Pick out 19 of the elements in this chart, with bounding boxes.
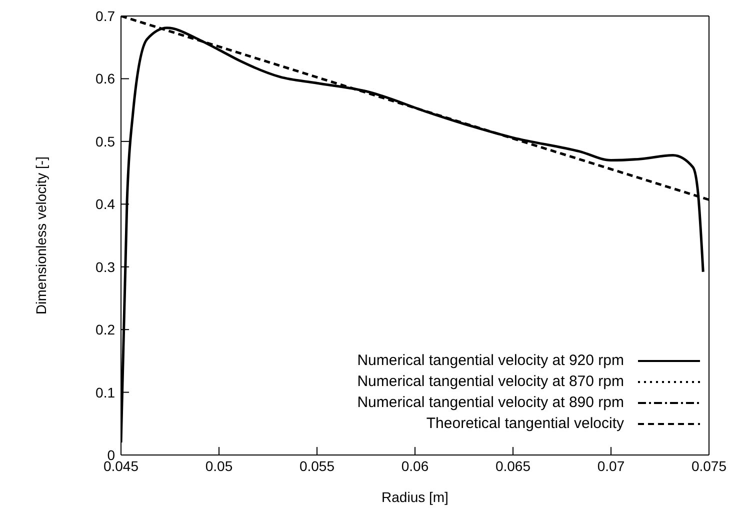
legend-label: Numerical tangential velocity at 890 rpm [357, 393, 624, 413]
x-tick-label: 0.075 [691, 458, 727, 474]
x-tick-label: 0.06 [401, 458, 429, 474]
x-tick-label: 0.05 [205, 458, 233, 474]
y-tick-label: 0.4 [96, 196, 116, 212]
y-tick-label: 0.6 [96, 70, 116, 87]
y-tick-label: 0.5 [96, 133, 116, 150]
x-tick-label: 0.07 [597, 458, 625, 474]
legend-label: Numerical tangential velocity at 870 rpm [357, 372, 624, 392]
y-tick-label: 0.2 [96, 322, 116, 338]
legend-label: Theoretical tangential velocity [426, 414, 624, 434]
x-tick-label: 0.055 [299, 458, 335, 474]
legend-label: Numerical tangential velocity at 920 rpm [357, 351, 624, 371]
y-tick-label: 0.3 [96, 258, 116, 275]
x-axis-title: Radius [m] [382, 489, 448, 505]
y-tick-label: 0.1 [96, 384, 116, 400]
y-tick-label: 0.7 [96, 8, 116, 24]
y-axis-title: Dimensionless velocity [-] [32, 156, 49, 314]
x-tick-label: 0.065 [495, 458, 531, 474]
